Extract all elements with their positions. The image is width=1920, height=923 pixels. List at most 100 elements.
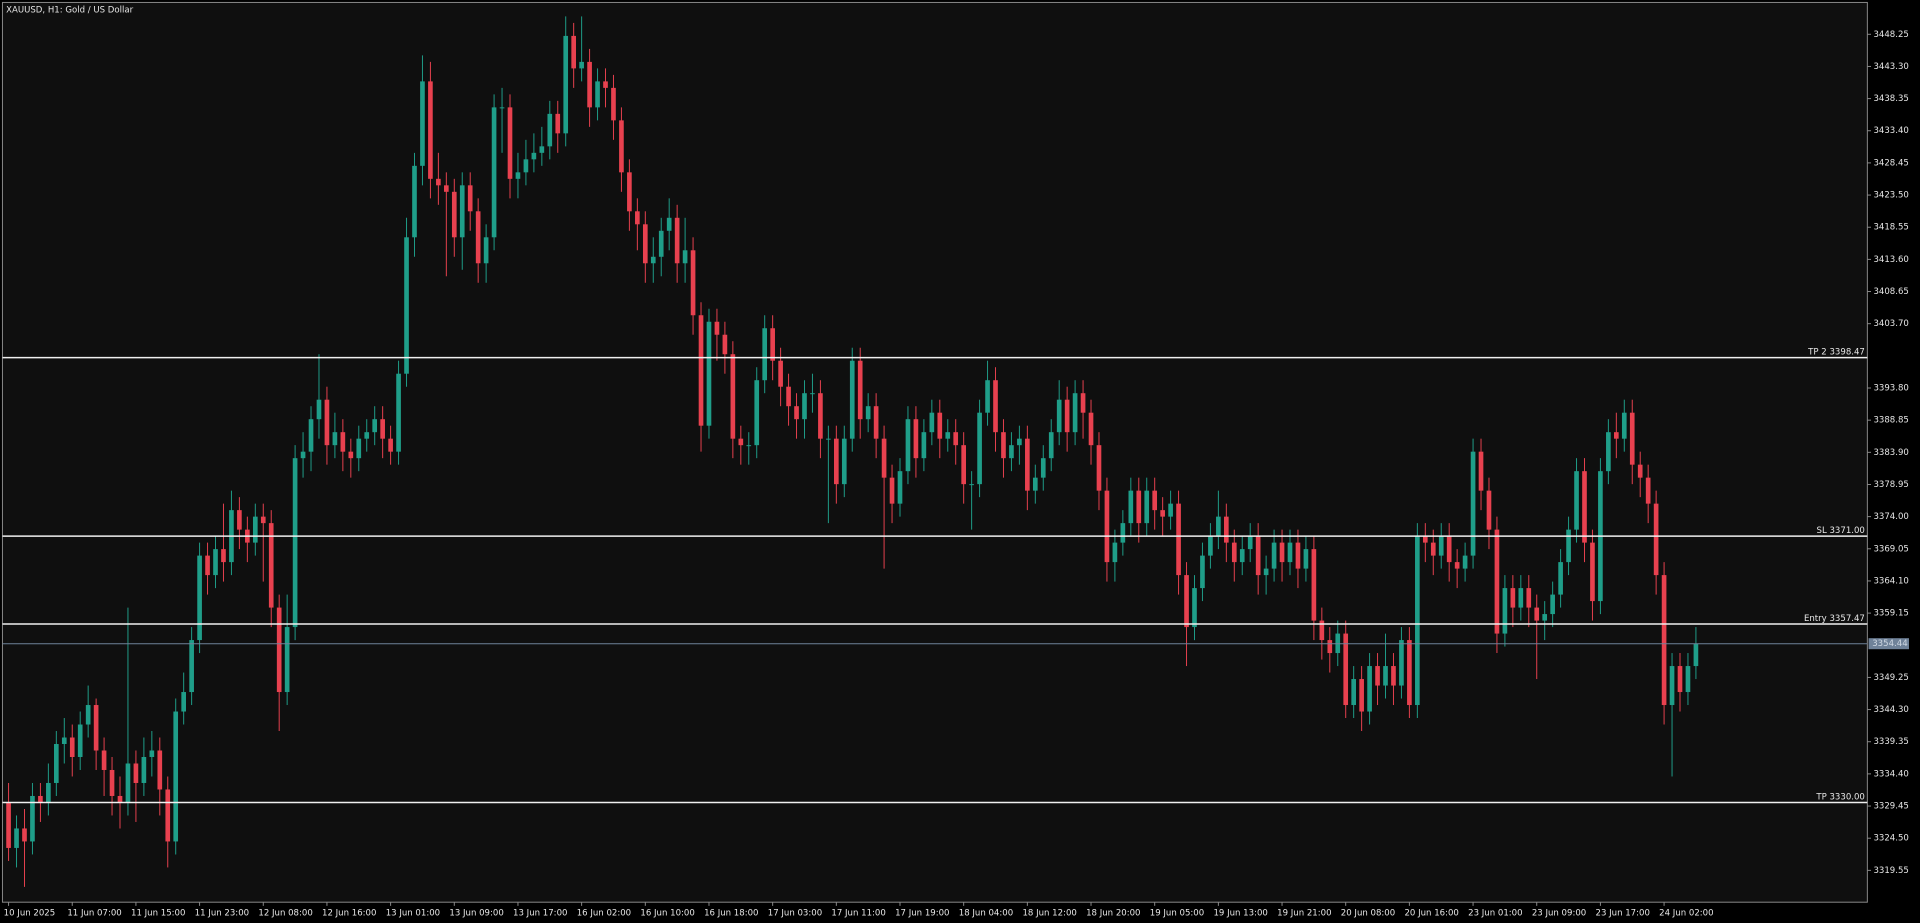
x-tick-label: 12 Jun 16:00 [322,909,376,919]
candle-body [1637,464,1643,478]
x-tick-label: 23 Jun 09:00 [1532,909,1586,919]
candle-body [1311,549,1317,621]
candle-body [30,795,35,842]
candle-body [1064,399,1070,433]
candle-body [1629,412,1635,465]
y-tick-label: 3408.65 [1873,287,1908,297]
x-tick-label: 18 Jun 04:00 [959,909,1013,919]
candle-body [1287,542,1293,563]
candle-body [356,438,362,459]
candle-body [1255,536,1261,576]
y-tick-label: 3369.05 [1873,544,1908,554]
candle-body [587,61,592,108]
candle-body [1295,542,1301,569]
candle-body [770,328,775,361]
y-tick-label: 3334.40 [1873,769,1908,779]
candle-body [682,250,688,264]
candle-body [635,211,640,225]
candle-body [642,224,648,264]
candle-body [1208,536,1213,556]
candle-body [372,419,378,433]
x-tick-label: 17 Jun 03:00 [768,909,822,919]
candle-body [786,386,791,407]
candle-body [276,607,282,693]
candle-body [818,393,823,439]
candle-body [627,172,632,212]
candle-body [1192,588,1197,628]
candle-body [873,406,879,439]
candle-body [340,432,346,452]
candle-body [475,211,481,264]
candle-body [1566,529,1571,563]
candle-body [1128,490,1134,524]
x-tick-label: 18 Jun 20:00 [1086,909,1140,919]
candle-body [1438,536,1444,556]
candle-body [1136,490,1142,524]
candle-body [1032,477,1038,491]
candle-body [547,113,553,147]
plot-area [1,1,1868,903]
candle-body [252,516,258,543]
candle-body [905,419,911,472]
candle-body [603,81,608,88]
candle-body [1621,412,1627,439]
candle-body [834,438,839,485]
candle-body [706,321,712,426]
y-tick-label: 3319.55 [1873,866,1908,876]
candle-body [897,471,903,504]
candle-body [1510,588,1516,608]
candle-body [722,334,728,355]
candle-body [1415,536,1420,706]
candle-body [507,107,513,179]
candle-body [404,237,409,374]
candle-body [969,484,974,486]
candle-body [1017,438,1022,446]
candle-body [1653,503,1659,576]
candle-body [1446,536,1452,563]
x-tick-label: 18 Jun 12:00 [1022,909,1076,919]
candle-body [1422,536,1428,543]
candle-body [1319,620,1325,641]
candle-body [515,172,521,179]
candle-body [1271,542,1277,569]
candle-body [197,555,202,641]
candle-body [1279,542,1285,563]
x-tick-label: 13 Jun 09:00 [449,909,503,919]
candle-body [1088,412,1094,446]
candle-body [993,380,998,433]
candle-body [316,399,322,420]
candle-body [205,555,210,576]
candle-body [77,724,83,757]
candle-body [1025,438,1030,491]
candle-body [6,802,11,848]
candle-body [945,432,951,439]
candle-body [1693,643,1699,667]
candle-body [1606,432,1611,472]
candle-body [173,711,179,842]
candle-body [396,373,401,452]
x-tick-label: 12 Jun 08:00 [258,909,312,919]
candle-body [499,107,505,109]
candle-body [579,61,584,69]
candle-body [1263,568,1269,576]
candle-body [117,795,123,803]
candle-body [1669,666,1675,706]
candle-body [730,354,736,439]
candle-body [1614,432,1619,439]
candle-body [85,705,91,725]
candle-body [54,744,59,783]
candle-body [738,438,744,446]
level-label: TP 3330.00 [1815,792,1865,802]
candle-body [1152,490,1158,511]
candle-body [1367,666,1372,712]
candle-body [1454,562,1460,569]
candle-body [658,230,664,257]
candle-body [1224,516,1229,543]
candle-body [1383,666,1388,686]
y-tick-label: 3443.30 [1873,62,1908,72]
candle-body [1582,471,1587,543]
candle-body [1040,458,1046,478]
last-price-box [1868,638,1909,650]
chart-title: XAUUSD, H1: Gold / US Dollar [6,5,134,15]
